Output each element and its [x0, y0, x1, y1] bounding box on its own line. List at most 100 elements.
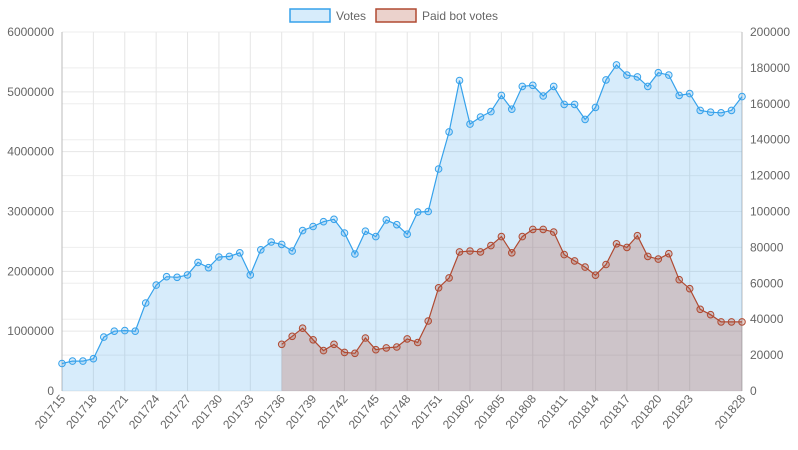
data-point-votes[interactable]: [215, 253, 223, 261]
data-point-votes[interactable]: [570, 100, 579, 109]
data-point-votes[interactable]: [403, 230, 412, 238]
data-point-paid-bot-votes[interactable]: [549, 228, 558, 236]
data-point-votes[interactable]: [288, 247, 297, 255]
data-point-votes[interactable]: [194, 258, 202, 267]
data-point-paid-bot-votes[interactable]: [330, 340, 338, 349]
data-point-votes[interactable]: [277, 240, 286, 249]
data-point-paid-bot-votes[interactable]: [665, 249, 673, 258]
data-point-paid-bot-votes[interactable]: [591, 271, 600, 280]
legend-item-votes[interactable]: Votes: [289, 8, 366, 23]
data-point-paid-bot-votes[interactable]: [413, 338, 422, 347]
data-point-votes[interactable]: [110, 327, 119, 336]
data-point-votes[interactable]: [654, 68, 663, 77]
data-point-votes[interactable]: [633, 73, 642, 81]
data-point-paid-bot-votes[interactable]: [696, 305, 705, 314]
data-point-votes[interactable]: [58, 359, 66, 368]
data-point-votes[interactable]: [685, 89, 694, 98]
data-point-paid-bot-votes[interactable]: [476, 248, 485, 256]
data-point-votes[interactable]: [434, 165, 443, 173]
data-point-paid-bot-votes[interactable]: [633, 231, 642, 240]
data-point-paid-bot-votes[interactable]: [738, 318, 746, 326]
data-point-votes[interactable]: [623, 71, 631, 79]
data-point-paid-bot-votes[interactable]: [372, 345, 380, 354]
data-point-paid-bot-votes[interactable]: [340, 348, 349, 357]
data-point-votes[interactable]: [340, 229, 349, 237]
data-point-votes[interactable]: [413, 208, 422, 216]
data-point-votes[interactable]: [372, 232, 380, 241]
data-point-paid-bot-votes[interactable]: [487, 241, 495, 250]
data-point-paid-bot-votes[interactable]: [424, 317, 433, 325]
data-point-paid-bot-votes[interactable]: [466, 247, 474, 255]
legend-item-paid-bot-votes[interactable]: Paid bot votes: [375, 8, 498, 23]
data-point-votes[interactable]: [549, 82, 558, 91]
data-point-votes[interactable]: [382, 216, 391, 224]
data-point-votes[interactable]: [455, 76, 464, 85]
data-point-votes[interactable]: [100, 333, 108, 341]
data-point-paid-bot-votes[interactable]: [717, 318, 725, 326]
data-point-votes[interactable]: [68, 357, 77, 365]
data-point-votes[interactable]: [644, 82, 652, 91]
data-point-votes[interactable]: [612, 61, 621, 69]
data-point-votes[interactable]: [257, 246, 265, 254]
data-point-votes[interactable]: [267, 238, 276, 246]
data-point-paid-bot-votes[interactable]: [654, 255, 663, 263]
data-point-paid-bot-votes[interactable]: [706, 310, 715, 319]
data-point-paid-bot-votes[interactable]: [570, 257, 579, 265]
data-point-votes[interactable]: [602, 76, 610, 84]
data-point-paid-bot-votes[interactable]: [434, 284, 443, 292]
data-point-paid-bot-votes[interactable]: [518, 232, 527, 241]
data-point-votes[interactable]: [89, 354, 98, 363]
data-point-votes[interactable]: [319, 217, 328, 226]
data-point-votes[interactable]: [236, 249, 244, 257]
data-point-votes[interactable]: [560, 100, 569, 109]
data-point-votes[interactable]: [162, 272, 171, 281]
data-point-votes[interactable]: [424, 207, 433, 216]
data-point-paid-bot-votes[interactable]: [445, 274, 453, 282]
data-point-paid-bot-votes[interactable]: [455, 248, 464, 256]
data-point-paid-bot-votes[interactable]: [403, 335, 412, 343]
data-point-votes[interactable]: [141, 299, 150, 307]
data-point-votes[interactable]: [445, 128, 453, 136]
data-point-votes[interactable]: [518, 82, 527, 91]
data-point-votes[interactable]: [581, 115, 589, 124]
data-point-votes[interactable]: [225, 252, 234, 261]
data-point-votes[interactable]: [466, 120, 474, 128]
data-point-paid-bot-votes[interactable]: [393, 343, 401, 351]
data-point-paid-bot-votes[interactable]: [351, 349, 359, 358]
data-point-votes[interactable]: [246, 271, 255, 279]
data-point-paid-bot-votes[interactable]: [685, 284, 694, 293]
data-point-votes[interactable]: [183, 271, 192, 279]
data-point-votes[interactable]: [298, 226, 307, 235]
data-point-paid-bot-votes[interactable]: [581, 263, 589, 271]
data-point-votes[interactable]: [204, 263, 213, 272]
data-point-paid-bot-votes[interactable]: [644, 252, 652, 261]
data-point-votes[interactable]: [591, 103, 600, 112]
data-point-votes[interactable]: [696, 106, 705, 115]
data-point-paid-bot-votes[interactable]: [602, 260, 610, 269]
data-point-votes[interactable]: [675, 91, 684, 100]
data-point-paid-bot-votes[interactable]: [277, 340, 286, 349]
data-point-votes[interactable]: [351, 250, 359, 258]
data-point-paid-bot-votes[interactable]: [382, 344, 391, 352]
data-point-votes[interactable]: [152, 281, 160, 289]
data-point-paid-bot-votes[interactable]: [288, 332, 297, 341]
data-point-votes[interactable]: [508, 105, 516, 113]
data-point-votes[interactable]: [665, 71, 673, 79]
data-point-paid-bot-votes[interactable]: [298, 324, 307, 333]
data-point-votes[interactable]: [476, 113, 485, 121]
data-point-votes[interactable]: [309, 222, 317, 231]
data-point-paid-bot-votes[interactable]: [508, 249, 516, 257]
data-point-paid-bot-votes[interactable]: [539, 225, 548, 234]
data-point-votes[interactable]: [330, 215, 338, 224]
data-point-votes[interactable]: [738, 92, 746, 101]
data-point-votes[interactable]: [539, 92, 548, 100]
data-point-paid-bot-votes[interactable]: [497, 232, 506, 241]
data-point-paid-bot-votes[interactable]: [309, 336, 317, 344]
data-point-votes[interactable]: [717, 109, 725, 117]
data-point-votes[interactable]: [529, 81, 537, 90]
data-point-votes[interactable]: [727, 106, 736, 115]
data-point-paid-bot-votes[interactable]: [560, 250, 569, 259]
data-point-votes[interactable]: [393, 220, 401, 229]
data-point-votes[interactable]: [131, 327, 139, 336]
data-point-paid-bot-votes[interactable]: [361, 334, 370, 342]
